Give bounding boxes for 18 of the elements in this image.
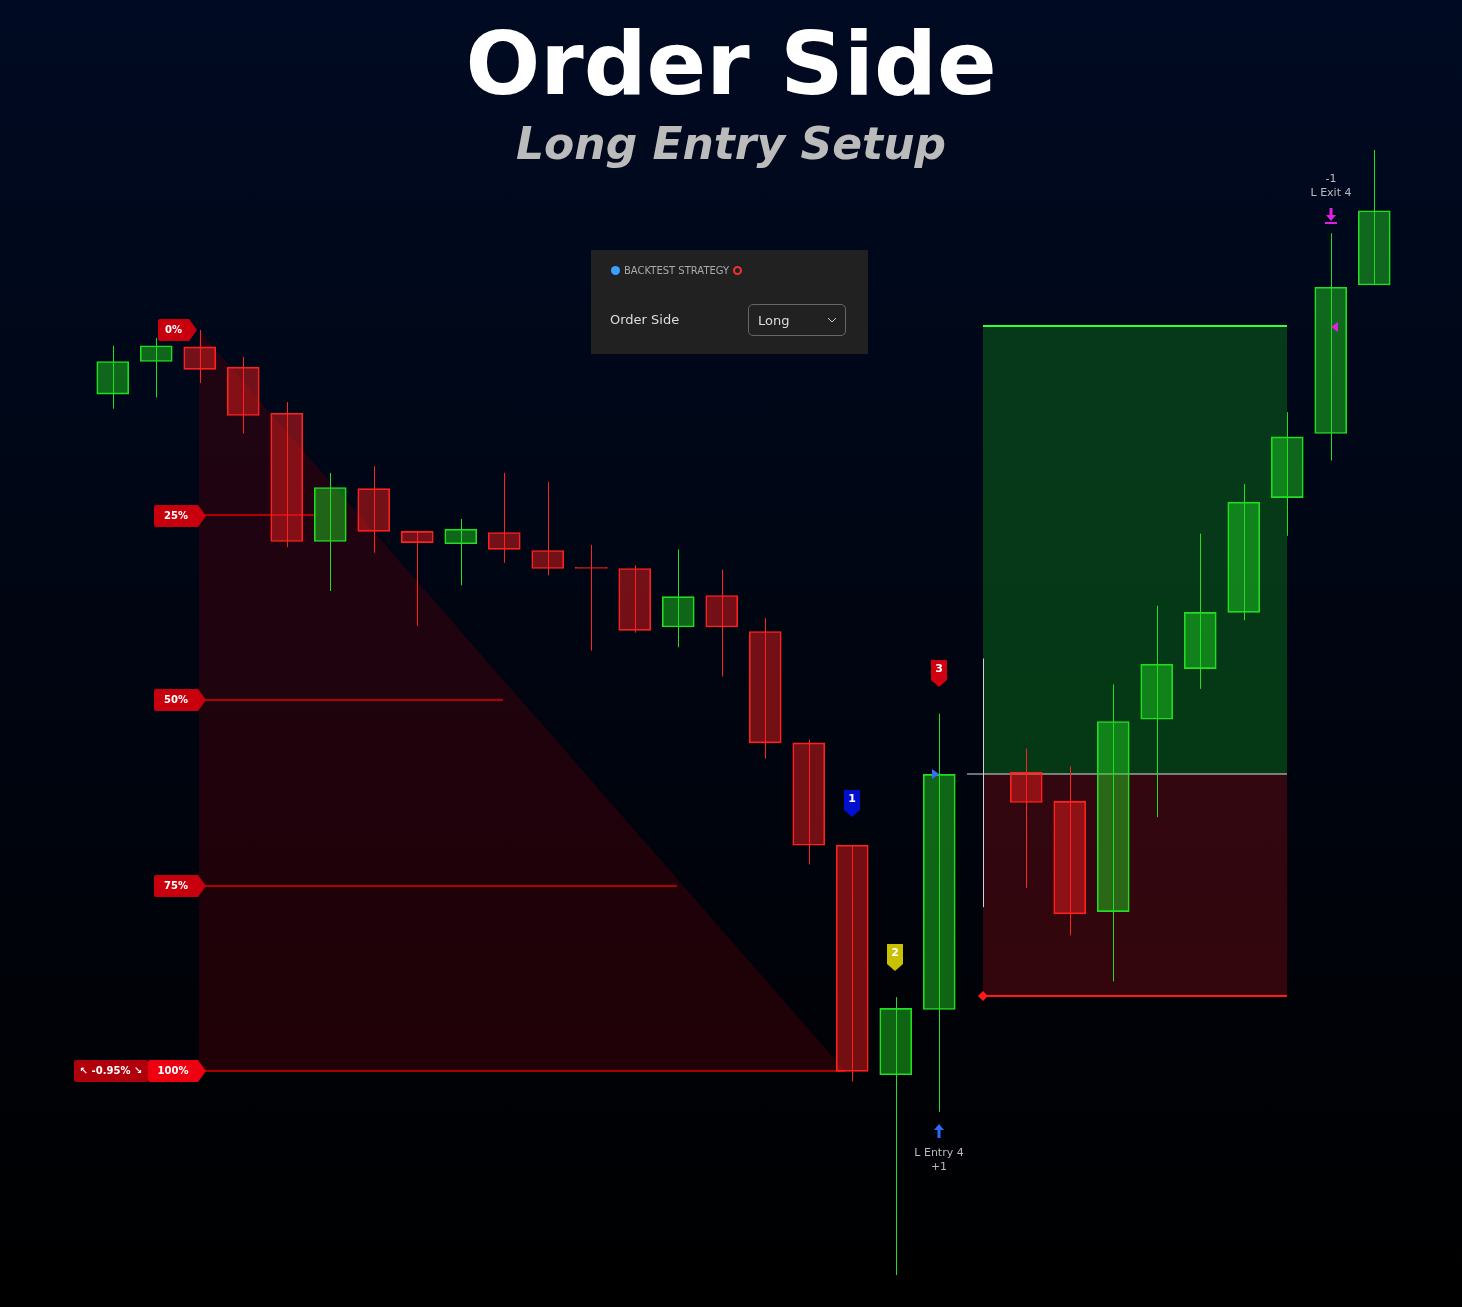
chart-subtitle: Long Entry Setup — [515, 118, 947, 169]
annotation: -1 — [1325, 171, 1337, 185]
annotation: BACKTEST STRATEGY — [624, 265, 730, 276]
annotation: 1 — [847, 792, 857, 805]
annotation: 50% — [154, 689, 206, 711]
annotation: Long — [758, 313, 790, 328]
annotation: ↖ -0.95% ↘ — [74, 1060, 148, 1082]
annotation: 100% — [148, 1060, 206, 1082]
chart-title: Order Side — [464, 12, 998, 115]
annotation: L Entry 4 — [914, 1145, 964, 1159]
annotation: L Exit 4 — [1310, 185, 1352, 199]
annotation: Order Side — [610, 312, 680, 327]
annotation: +1 — [930, 1159, 948, 1173]
annotation: 2 — [890, 946, 900, 959]
annotation: 25% — [154, 505, 206, 527]
annotation: 3 — [934, 662, 944, 675]
annotation: 75% — [154, 875, 206, 897]
annotation: 0% — [158, 319, 197, 341]
